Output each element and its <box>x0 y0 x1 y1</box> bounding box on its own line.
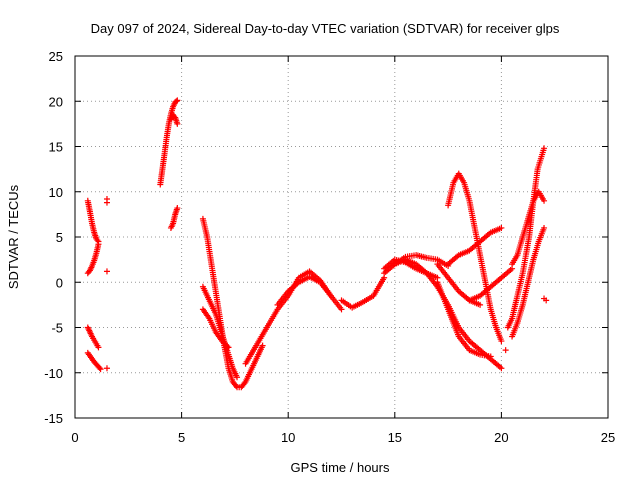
y-tick-label: 15 <box>49 140 63 155</box>
y-tick-label: 0 <box>56 275 63 290</box>
data-point <box>327 292 334 299</box>
x-tick-label: 0 <box>71 430 78 445</box>
chart-title: Day 097 of 2024, Sidereal Day-to-day VTE… <box>91 21 560 36</box>
x-tick-label: 15 <box>388 430 402 445</box>
data-point <box>224 343 231 350</box>
data-point <box>541 224 548 231</box>
y-tick-label: 20 <box>49 94 63 109</box>
data-point <box>103 199 110 206</box>
x-tick-label: 25 <box>601 430 615 445</box>
data-point <box>487 353 494 360</box>
data-point <box>173 98 180 105</box>
y-tick-label: 5 <box>56 230 63 245</box>
data-point <box>103 365 110 372</box>
axis-ticks: 0 5 10 15 20 25 -15 -10 -5 0 5 10 15 20 25 <box>44 49 615 445</box>
data-point <box>234 374 241 381</box>
y-tick-label: -10 <box>44 366 63 381</box>
x-tick-label: 20 <box>494 430 508 445</box>
y-tick-label: 10 <box>49 185 63 200</box>
data-points <box>84 97 550 391</box>
data-point <box>543 297 550 304</box>
y-tick-label: -15 <box>44 411 63 426</box>
data-point <box>498 338 505 345</box>
data-point <box>95 241 102 248</box>
data-point <box>174 120 181 127</box>
data-point <box>96 364 103 371</box>
x-tick-label: 10 <box>281 430 295 445</box>
data-point <box>477 301 484 308</box>
data-point <box>95 344 102 351</box>
x-tick-label: 5 <box>178 430 185 445</box>
data-point <box>259 342 266 349</box>
data-point <box>103 268 110 275</box>
data-point <box>541 145 548 152</box>
grid-lines <box>75 56 608 418</box>
y-tick-label: 25 <box>49 49 63 64</box>
data-point <box>232 382 239 389</box>
data-point <box>174 205 181 212</box>
data-point <box>174 97 181 104</box>
x-axis-label: GPS time / hours <box>291 460 390 475</box>
data-point <box>338 306 345 313</box>
data-point <box>94 237 101 244</box>
data-point <box>498 365 505 372</box>
data-point <box>241 380 248 387</box>
data-point <box>97 366 104 373</box>
data-point <box>498 224 505 231</box>
y-axis-label: SDTVAR / TECUs <box>6 184 21 289</box>
data-point <box>502 347 509 354</box>
y-tick-label: -5 <box>51 321 63 336</box>
data-point <box>541 197 548 204</box>
data-point <box>225 344 232 351</box>
